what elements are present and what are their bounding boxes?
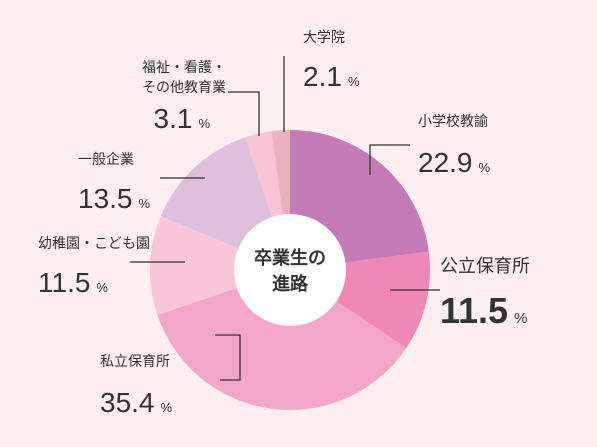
slice-value: 13.5% [78, 183, 151, 214]
slice-label: 福祉・看護・その他教育業 3.1% [142, 60, 226, 134]
slice-name: 大学院 [303, 30, 345, 46]
slice-value: 3.1% [154, 103, 211, 134]
slice-value: 35.4% [100, 387, 173, 418]
slice-name: 公立保育所 [440, 256, 530, 277]
slice-name: 幼稚園・こども園 [38, 236, 150, 252]
center-circle [234, 214, 346, 326]
leader-lines [130, 56, 440, 381]
slice-label: 幼稚園・こども園 11.5% [38, 236, 150, 298]
slice-label: 私立保育所 35.4% [100, 354, 173, 418]
slice-label: 大学院 2.1% [303, 30, 360, 92]
leader-line [369, 144, 410, 175]
slice-label: 公立保育所 11.5% [440, 256, 530, 331]
slice-name: 福祉・看護・ [142, 60, 226, 76]
slice-value: 11.5% [440, 290, 527, 331]
slice-labels: 小学校教諭 22.9 % 公立保育所 11.5 % 私立保育所 35.4 % 幼稚園・こども園 11… [38, 30, 530, 418]
leader-line [215, 334, 241, 381]
slice-name: 一般企業 [78, 151, 134, 168]
pie-slice [150, 216, 290, 315]
slice-value: 22.9% [418, 147, 491, 178]
slice-label: 一般企業 13.5% [78, 151, 151, 214]
slice-value: 2.1% [303, 61, 360, 92]
pie-slice [157, 270, 407, 411]
slice-name: 私立保育所 [100, 354, 170, 370]
leader-line [228, 91, 260, 136]
slice-value: 11.5% [38, 267, 108, 298]
chart-title: 卒業生の進路 [254, 247, 326, 295]
slice-name: 小学校教諭 [418, 113, 488, 130]
slice-label: 小学校教諭 22.9% [418, 113, 491, 178]
slice-name: その他教育業 [142, 80, 226, 96]
